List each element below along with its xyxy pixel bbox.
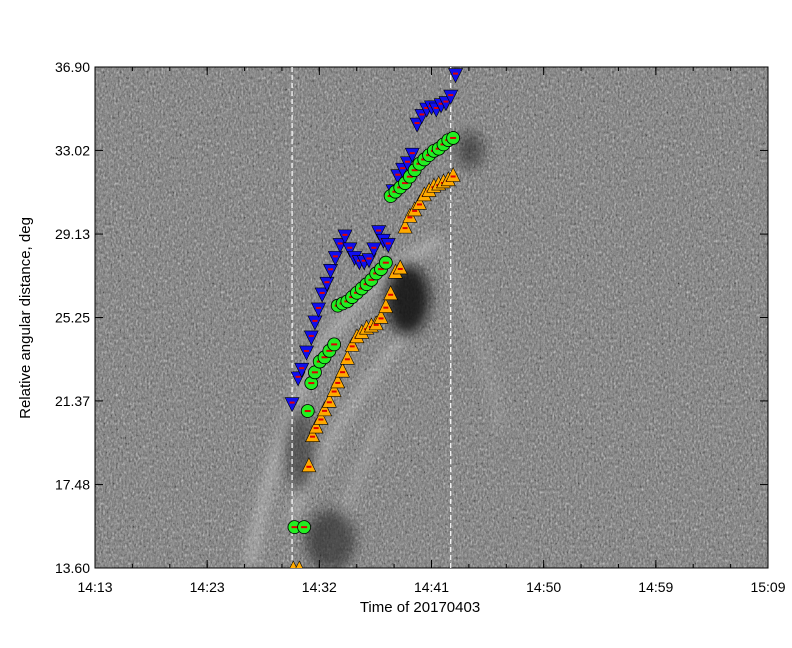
triangle-marker xyxy=(313,409,329,425)
y-tick-label: 33.02 xyxy=(55,142,90,158)
triangle-marker xyxy=(295,560,304,568)
inverted-triangle-marker xyxy=(380,238,396,254)
y-tick-label: 29.13 xyxy=(55,226,90,242)
inverted-triangle-marker xyxy=(307,315,323,331)
x-tick-label: 15:09 xyxy=(750,579,785,595)
triangle-marker xyxy=(392,259,408,275)
inverted-triangle-marker xyxy=(366,242,382,258)
x-tick-label: 14:41 xyxy=(414,579,449,595)
inverted-triangle-marker xyxy=(361,253,377,269)
inverted-triangle-marker xyxy=(342,242,358,258)
inverted-triangle-marker xyxy=(323,263,339,279)
inverted-triangle-marker xyxy=(404,147,420,163)
triangle-marker xyxy=(378,298,394,313)
triangle-marker xyxy=(339,349,355,365)
inverted-triangle-marker xyxy=(319,276,335,292)
triangle-marker xyxy=(335,362,351,378)
y-tick-label: 21.37 xyxy=(55,393,90,409)
triangle-marker xyxy=(321,392,337,408)
inverted-triangle-marker xyxy=(314,287,330,303)
triangle-marker xyxy=(326,381,342,397)
triangle-marker xyxy=(445,166,461,182)
markers xyxy=(284,68,464,568)
inverted-triangle-marker xyxy=(332,238,348,254)
x-tick-label: 14:32 xyxy=(302,579,337,595)
y-axis-ticks: 13.60 17.48 21.37 25.25 29.13 33.02 36.90 xyxy=(55,59,768,576)
inverted-triangle-marker xyxy=(448,68,464,84)
x-axis-ticks: 14:13 14:23 14:32 14:41 14:50 14:59 15:09 xyxy=(77,67,786,595)
inverted-triangle-marker xyxy=(303,330,319,346)
inverted-triangle-marker xyxy=(443,89,459,105)
inverted-triangle-marker xyxy=(284,397,300,413)
inverted-triangle-marker xyxy=(409,117,425,133)
y-tick-label: 36.90 xyxy=(55,59,90,75)
inverted-triangle-marker xyxy=(294,362,310,378)
inverted-triangle-marker xyxy=(399,156,415,172)
triangle-marker xyxy=(373,308,389,324)
triangle-marker xyxy=(411,194,427,210)
inverted-triangle-marker xyxy=(299,345,314,361)
inverted-triangle-marker xyxy=(327,251,343,267)
triangle-marker xyxy=(344,336,360,352)
triangle-marker xyxy=(397,218,413,234)
background-image xyxy=(95,67,768,568)
y-tick-label: 13.60 xyxy=(55,560,90,576)
triangle-marker xyxy=(301,457,317,473)
x-tick-label: 14:59 xyxy=(638,579,673,595)
triangle-marker xyxy=(317,401,333,417)
inverted-triangle-marker xyxy=(311,302,327,318)
x-tick-label: 14:50 xyxy=(526,579,561,595)
triangle-marker xyxy=(330,373,346,389)
x-axis-label: Time of 20170403 xyxy=(360,599,480,616)
inverted-triangle-marker xyxy=(337,229,353,245)
triangle-marker xyxy=(305,427,321,442)
x-tick-label: 14:23 xyxy=(190,579,225,595)
y-tick-label: 17.48 xyxy=(55,477,90,493)
triangle-marker xyxy=(289,560,298,568)
triangle-marker xyxy=(308,418,324,434)
vertical-lines xyxy=(291,67,452,568)
y-axis-label: Relative angular distance, deg xyxy=(17,217,34,419)
triangle-marker xyxy=(383,285,399,301)
y-tick-label: 25.25 xyxy=(55,310,90,326)
inverted-triangle-marker xyxy=(371,225,387,241)
x-tick-label: 14:13 xyxy=(77,579,112,595)
